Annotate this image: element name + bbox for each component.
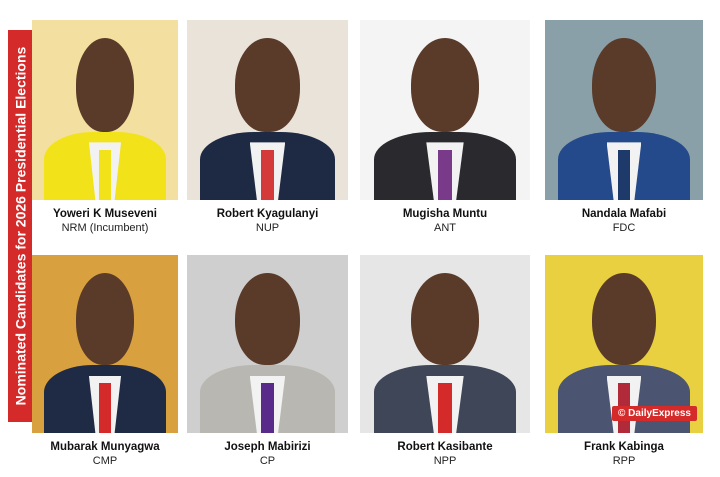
candidate-card: Yoweri K Museveni NRM (Incumbent) <box>32 20 178 234</box>
candidate-party: NRM (Incumbent) <box>61 222 149 234</box>
watermark: © DailyExpress <box>612 406 697 421</box>
candidate-party: CMP <box>92 455 118 467</box>
candidate-photo: © DailyExpress <box>545 255 703 433</box>
candidate-card: Robert Kyagulanyi NUP <box>187 20 348 234</box>
candidate-party: NUP <box>255 222 280 234</box>
candidate-photo <box>32 255 178 433</box>
candidate-name: Joseph Mabirizi <box>224 441 311 453</box>
candidate-name: Nandala Mafabi <box>581 208 667 220</box>
candidate-party: RPP <box>612 455 636 467</box>
candidate-photo <box>187 20 348 200</box>
candidate-party: FDC <box>612 222 636 234</box>
candidate-photo <box>360 20 530 200</box>
candidate-name: Mugisha Muntu <box>402 208 488 220</box>
candidate-photo <box>187 255 348 433</box>
candidate-name: Frank Kabinga <box>584 441 664 453</box>
candidate-card: Mubarak Munyagwa CMP <box>32 255 178 467</box>
candidate-name: Robert Kasibante <box>397 441 493 453</box>
banner-title: Nominated Candidates for 2026 Presidenti… <box>12 46 29 406</box>
candidate-photo <box>545 20 703 200</box>
candidate-card: Mugisha Muntu ANT <box>360 20 530 234</box>
title-banner: Nominated Candidates for 2026 Presidenti… <box>8 30 32 422</box>
candidate-photo <box>32 20 178 200</box>
candidate-card: Robert Kasibante NPP <box>360 255 530 467</box>
candidate-name: Robert Kyagulanyi <box>216 208 319 220</box>
candidate-card: Joseph Mabirizi CP <box>187 255 348 467</box>
candidate-party: NPP <box>433 455 457 467</box>
candidate-name: Yoweri K Museveni <box>53 208 157 220</box>
candidate-card: © DailyExpress Frank Kabinga RPP <box>545 255 703 467</box>
candidate-photo <box>360 255 530 433</box>
candidate-card: Nandala Mafabi FDC <box>545 20 703 234</box>
candidate-name: Mubarak Munyagwa <box>50 441 160 453</box>
candidate-party: CP <box>259 455 276 467</box>
candidate-party: ANT <box>434 222 456 234</box>
